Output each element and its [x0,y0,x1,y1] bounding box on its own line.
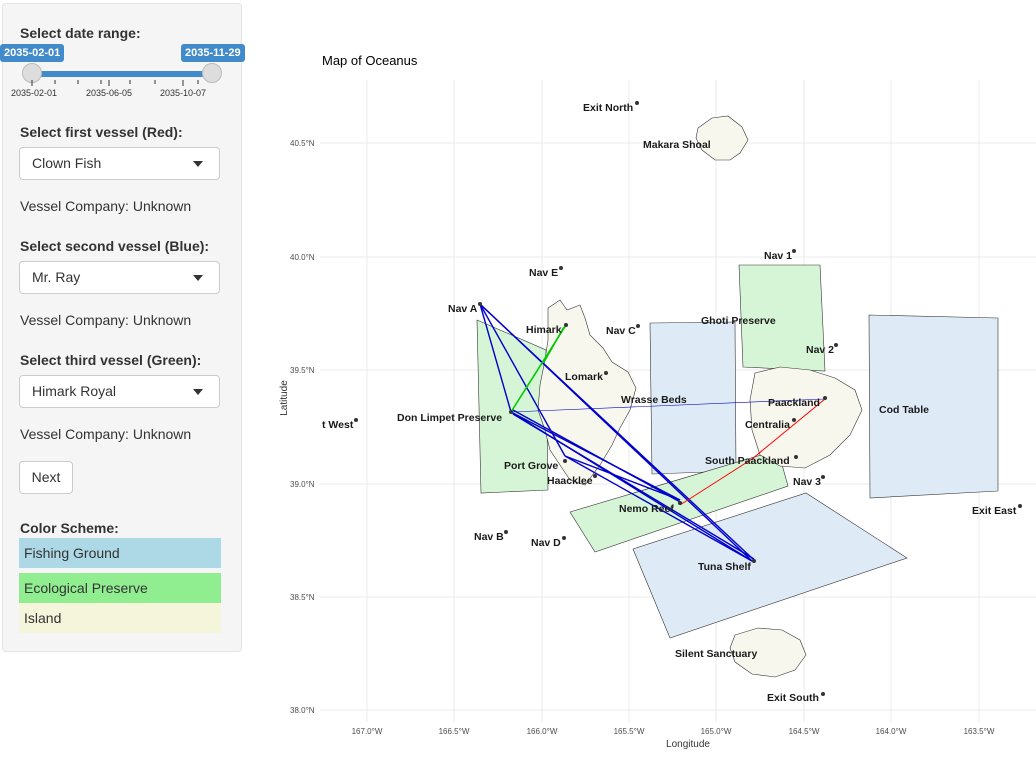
location-markers [354,101,1022,696]
label-port-grove: Port Grove [504,460,558,472]
vessel-track-blue-thin [510,398,826,413]
x-tick-label: 164.0°W [876,727,907,736]
vessel1-selected-value: Clown Fish [32,155,102,171]
y-axis-title: Latitude [279,380,290,416]
label-nav-c: Nav C [606,325,636,337]
label-exit-south: Exit South [767,692,819,704]
label-cod-table: Cod Table [879,404,929,416]
label-silent-sanctuary: Silent Sanctuary [675,648,757,660]
label-nav-1: Nav 1 [764,250,792,262]
slider-start-value: 2035-02-01 [0,44,65,62]
x-tick-label: 166.5°W [439,727,470,736]
label-nav-3: Nav 3 [793,476,821,488]
label-paackland: Paackland [768,397,820,409]
label-tuna-shelf: Tuna Shelf [698,561,751,573]
x-axis-title: Longitude [666,739,710,750]
legend-ecological-preserve: Ecological Preserve [19,573,221,603]
slider-tick-label: 2035-02-01 [11,88,58,98]
label-nav-e: Nav E [529,267,558,279]
vessel3-select[interactable]: Himark Royal [19,375,220,408]
label-nav-b: Nav B [474,531,504,543]
slider-tick-label: 2035-10-07 [160,88,207,98]
label-centralia: Centralia [745,419,790,431]
vessel3-selected-value: Himark Royal [32,383,117,399]
vessel1-company: Vessel Company: Unknown [20,198,192,214]
x-tick-label: 166.0°W [527,727,558,736]
vessel-track-blue [479,303,755,562]
label-ghoti-preserve: Ghoti Preserve [701,315,776,327]
label-wrasse-beds: Wrasse Beds [621,394,687,406]
vessel3-company: Vessel Company: Unknown [20,426,192,442]
label-nav-d: Nav D [531,537,561,549]
preserve-ghoti[interactable] [738,264,826,372]
vessel-track-red [679,398,826,506]
y-tick-label: 38.0°N [290,706,315,715]
preserve-don-limpet[interactable] [476,319,549,494]
vessel-track-green [510,324,567,413]
vessel2-selected-value: Mr. Ray [32,269,81,285]
label-himark: Himark [526,324,562,336]
label-nav-a: Nav A [448,303,478,315]
label-exit-east: Exit East [972,505,1017,517]
chevron-down-icon [193,275,203,281]
slider-tick-marks [31,80,199,86]
island-paackland [749,366,863,469]
vessel3-label: Select third vessel (Green): [20,352,202,368]
label-don-limpet-preserve: Don Limpet Preserve [397,412,502,424]
vessel1-select[interactable]: Clown Fish [19,147,220,180]
x-tick-label: 163.5°W [964,727,995,736]
fishing-ground-cod-table[interactable] [868,314,999,499]
chevron-down-icon [193,389,203,395]
date-range-slider-track[interactable] [30,71,211,77]
label-haacklee: Haacklee [547,475,593,487]
legend-island: Island [19,603,221,633]
x-tick-label: 164.5°W [789,727,820,736]
next-button[interactable]: Next [19,461,73,494]
label-nav-2: Nav 2 [806,344,834,356]
legend-fishing-ground: Fishing Ground [19,538,221,568]
slider-tick-label: 2035-06-05 [86,88,133,98]
vessel1-label: Select first vessel (Red): [20,124,183,140]
island-silent [729,627,807,678]
y-tick-label: 39.5°N [290,366,315,375]
y-tick-label: 39.0°N [290,480,315,489]
label-nemo-reef: Nemo Reef [619,503,674,515]
label-south-paackland: South Paackland [705,455,790,467]
x-tick-label: 167.0°W [352,727,383,736]
map-title: Map of Oceanus [322,53,418,68]
island-makara [695,115,749,161]
label-lomark: Lomark [565,371,603,383]
x-tick-label: 165.5°W [614,727,645,736]
y-tick-label: 40.0°N [290,253,315,262]
slider-end-value: 2035-11-29 [181,44,245,62]
chevron-down-icon [193,161,203,167]
date-range-label: Select date range: [20,25,141,41]
vessel2-label: Select second vessel (Blue): [20,238,210,254]
y-tick-label: 38.5°N [290,593,315,602]
x-tick-label: 165.0°W [701,727,732,736]
vessel2-select[interactable]: Mr. Ray [19,261,220,294]
label-exit-north: Exit North [583,102,633,114]
y-tick-label: 40.5°N [290,139,315,148]
slider-end-handle[interactable] [202,63,222,83]
label-exit-west: t West [322,419,354,431]
color-scheme-label: Color Scheme: [20,520,119,536]
label-makara-shoal: Makara Shoal [643,139,711,151]
vessel2-company: Vessel Company: Unknown [20,312,192,328]
